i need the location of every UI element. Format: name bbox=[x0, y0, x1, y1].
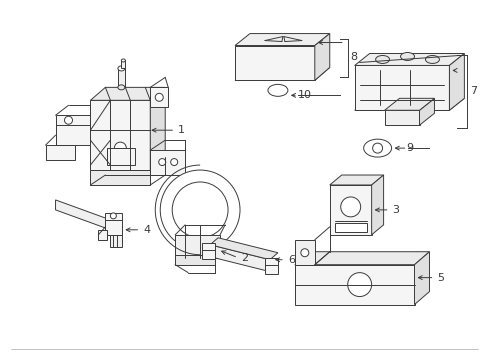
Polygon shape bbox=[90, 100, 150, 170]
Ellipse shape bbox=[118, 85, 124, 90]
Polygon shape bbox=[98, 230, 107, 240]
Ellipse shape bbox=[118, 66, 124, 71]
Circle shape bbox=[372, 143, 382, 153]
Polygon shape bbox=[150, 150, 185, 175]
Polygon shape bbox=[121, 60, 125, 68]
Text: 1: 1 bbox=[178, 125, 185, 135]
Polygon shape bbox=[45, 145, 75, 160]
Text: 9: 9 bbox=[406, 143, 413, 153]
Polygon shape bbox=[264, 258, 277, 274]
Circle shape bbox=[160, 170, 240, 250]
Polygon shape bbox=[414, 252, 428, 305]
Polygon shape bbox=[107, 148, 135, 165]
Polygon shape bbox=[294, 265, 414, 305]
Polygon shape bbox=[175, 255, 215, 265]
Polygon shape bbox=[150, 87, 168, 107]
Circle shape bbox=[172, 182, 227, 238]
Polygon shape bbox=[354, 54, 464, 66]
Polygon shape bbox=[105, 213, 122, 235]
Circle shape bbox=[155, 93, 163, 101]
Polygon shape bbox=[354, 66, 448, 110]
Polygon shape bbox=[448, 54, 464, 110]
Polygon shape bbox=[56, 115, 90, 145]
Circle shape bbox=[192, 202, 208, 218]
Polygon shape bbox=[329, 175, 383, 185]
Circle shape bbox=[64, 116, 72, 124]
Polygon shape bbox=[150, 87, 165, 170]
Text: 8: 8 bbox=[350, 53, 357, 63]
Polygon shape bbox=[329, 185, 371, 235]
Text: 2: 2 bbox=[241, 253, 247, 263]
Text: 3: 3 bbox=[392, 205, 399, 215]
Ellipse shape bbox=[375, 55, 389, 63]
Polygon shape bbox=[235, 45, 314, 80]
Circle shape bbox=[159, 159, 165, 166]
Polygon shape bbox=[354, 98, 464, 110]
Polygon shape bbox=[202, 243, 215, 259]
Polygon shape bbox=[56, 200, 110, 230]
Ellipse shape bbox=[425, 55, 439, 63]
Polygon shape bbox=[371, 175, 383, 235]
Text: 6: 6 bbox=[287, 255, 294, 265]
Text: 4: 4 bbox=[143, 225, 150, 235]
Polygon shape bbox=[235, 33, 329, 45]
Polygon shape bbox=[294, 240, 314, 265]
Polygon shape bbox=[118, 68, 125, 87]
Text: 7: 7 bbox=[469, 86, 476, 96]
Polygon shape bbox=[419, 98, 433, 125]
Polygon shape bbox=[384, 98, 433, 110]
Circle shape bbox=[170, 159, 177, 166]
Circle shape bbox=[114, 142, 126, 154]
Polygon shape bbox=[110, 235, 122, 247]
Ellipse shape bbox=[121, 59, 125, 62]
Circle shape bbox=[110, 213, 116, 219]
Polygon shape bbox=[235, 67, 329, 80]
Polygon shape bbox=[90, 87, 165, 100]
Polygon shape bbox=[210, 245, 269, 272]
Text: 5: 5 bbox=[437, 273, 444, 283]
Polygon shape bbox=[314, 33, 329, 80]
Ellipse shape bbox=[363, 139, 391, 157]
Ellipse shape bbox=[267, 84, 287, 96]
Polygon shape bbox=[384, 110, 419, 125]
Polygon shape bbox=[210, 238, 277, 260]
Circle shape bbox=[340, 197, 360, 217]
Polygon shape bbox=[334, 223, 366, 232]
Polygon shape bbox=[90, 170, 150, 185]
Circle shape bbox=[300, 249, 308, 257]
Ellipse shape bbox=[400, 53, 414, 60]
Polygon shape bbox=[175, 235, 220, 258]
Text: 10: 10 bbox=[297, 90, 311, 100]
Circle shape bbox=[347, 273, 371, 297]
Polygon shape bbox=[294, 252, 428, 265]
